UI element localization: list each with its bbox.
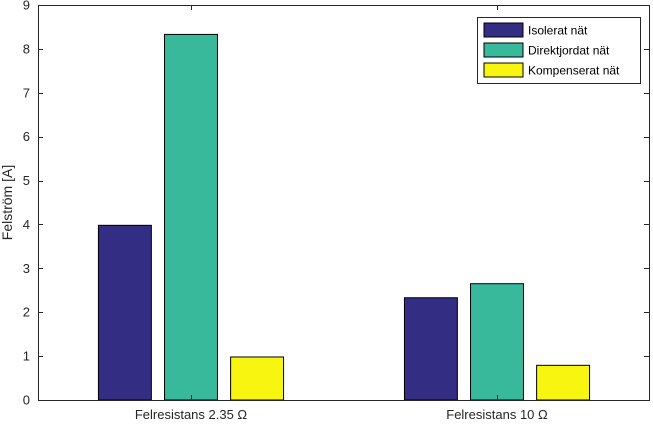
bar-isolerat-n-t-1 <box>97 224 152 401</box>
axes-box <box>38 5 650 401</box>
y-tick-label: 9 <box>23 0 30 13</box>
y-tick-label: 3 <box>23 261 30 276</box>
x-tick-label: Felresistans 2.35 Ω <box>135 407 248 422</box>
legend-label-direktjordat-n-t: Direktjordat nät <box>528 44 610 58</box>
legend: Isolerat nät Direktjordat nät Kompenserat … <box>477 17 641 84</box>
y-axis-ticks: 0 1 2 3 4 5 6 7 8 9 <box>23 0 649 408</box>
bar-kompenserat-n-t-2 <box>536 364 591 401</box>
y-axis-label: Felström [A] <box>0 165 15 240</box>
y-tick-label: 6 <box>23 129 30 144</box>
bar-kompenserat-n-t-1 <box>230 356 285 401</box>
legend-swatch-direktjordat-n-t <box>483 42 524 58</box>
y-tick-label: 5 <box>23 173 30 188</box>
legend-label-kompenserat-n-t: Kompenserat nät <box>528 64 620 78</box>
y-tick-label: 1 <box>23 349 30 364</box>
y-tick-label: 7 <box>23 85 30 100</box>
y-tick-label: 2 <box>23 305 30 320</box>
legend-label-isolerat-n-t: Isolerat nät <box>528 24 588 38</box>
legend-swatch-kompenserat-n-t <box>483 62 524 78</box>
bar-isolerat-n-t-2 <box>403 297 458 401</box>
y-tick-label: 0 <box>23 393 30 408</box>
y-tick-label: 8 <box>23 41 30 56</box>
bars-layer <box>97 33 591 401</box>
y-tick-label: 4 <box>23 217 30 232</box>
bar-direktjordat-n-t-2 <box>470 283 524 401</box>
bar-direktjordat-n-t-1 <box>164 33 218 401</box>
legend-swatch-isolerat-n-t <box>483 22 524 38</box>
x-tick-label: Felresistans 10 Ω <box>446 407 548 422</box>
x-axis-ticks: Felresistans 2.35 Ω Felresistans 10 Ω <box>135 5 548 422</box>
